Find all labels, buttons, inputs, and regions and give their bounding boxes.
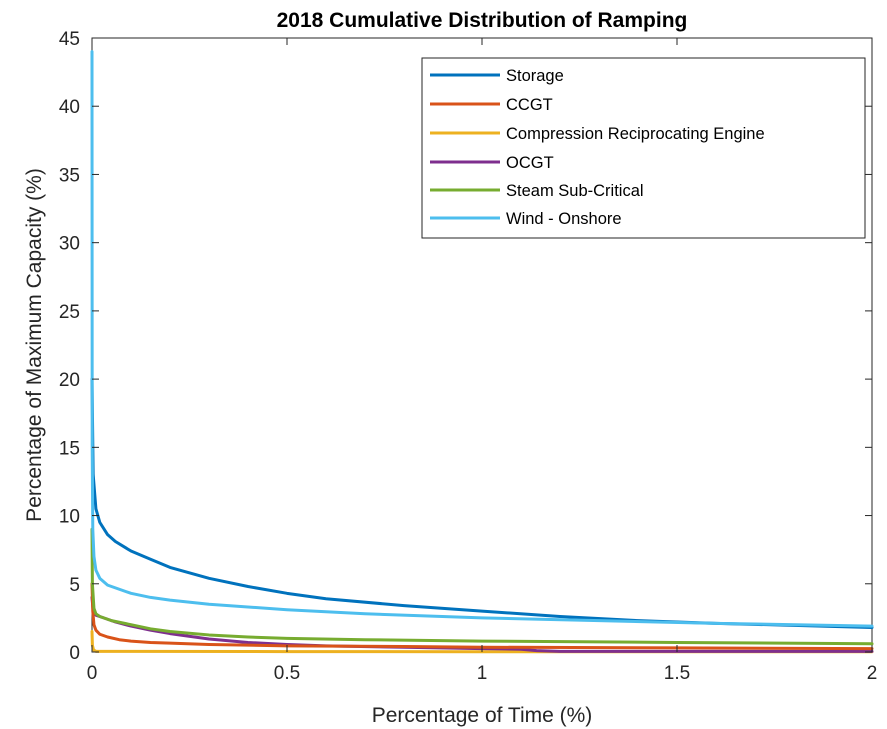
- y-tick-label: 0: [69, 643, 80, 664]
- legend-label-compression-reciprocating-engine: Compression Reciprocating Engine: [506, 125, 765, 143]
- chart-title: 2018 Cumulative Distribution of Ramping: [277, 9, 688, 32]
- legend: Storage CCGT Compression Reciprocating E…: [421, 57, 866, 239]
- x-tick-label: 0.5: [274, 663, 300, 684]
- series-line-wind-onshore: [90, 50, 874, 628]
- x-tick-label: 1: [477, 663, 488, 684]
- series-layer: [90, 50, 874, 654]
- series-line-ccgt: [90, 582, 874, 651]
- y-tick-label: 10: [59, 507, 80, 528]
- y-axis-label: Percentage of Maximum Capacity (%): [23, 168, 46, 522]
- legend-label-steam-sub-critical: Steam Sub-Critical: [506, 182, 644, 200]
- y-tick-label: 40: [59, 97, 80, 118]
- x-tick-label: 0: [87, 663, 98, 684]
- x-axis-label: Percentage of Time (%): [372, 704, 593, 727]
- y-tick-label: 35: [59, 165, 80, 186]
- y-tick-label: 20: [59, 370, 80, 391]
- x-tick-label: 1.5: [664, 663, 690, 684]
- x-tick-label: 2: [867, 663, 878, 684]
- y-tick-label: 30: [59, 234, 80, 255]
- legend-label-ocgt: OCGT: [506, 154, 554, 172]
- y-tick-label: 45: [59, 29, 80, 50]
- y-tick-label: 25: [59, 302, 80, 323]
- legend-label-ccgt: CCGT: [506, 96, 553, 114]
- legend-label-wind-onshore: Wind - Onshore: [506, 210, 622, 228]
- y-tick-label: 5: [69, 575, 80, 596]
- legend-box: [421, 57, 866, 239]
- legend-label-storage: Storage: [506, 67, 564, 85]
- y-tick-label: 15: [59, 438, 80, 459]
- series-line-steam-sub-critical: [90, 527, 874, 646]
